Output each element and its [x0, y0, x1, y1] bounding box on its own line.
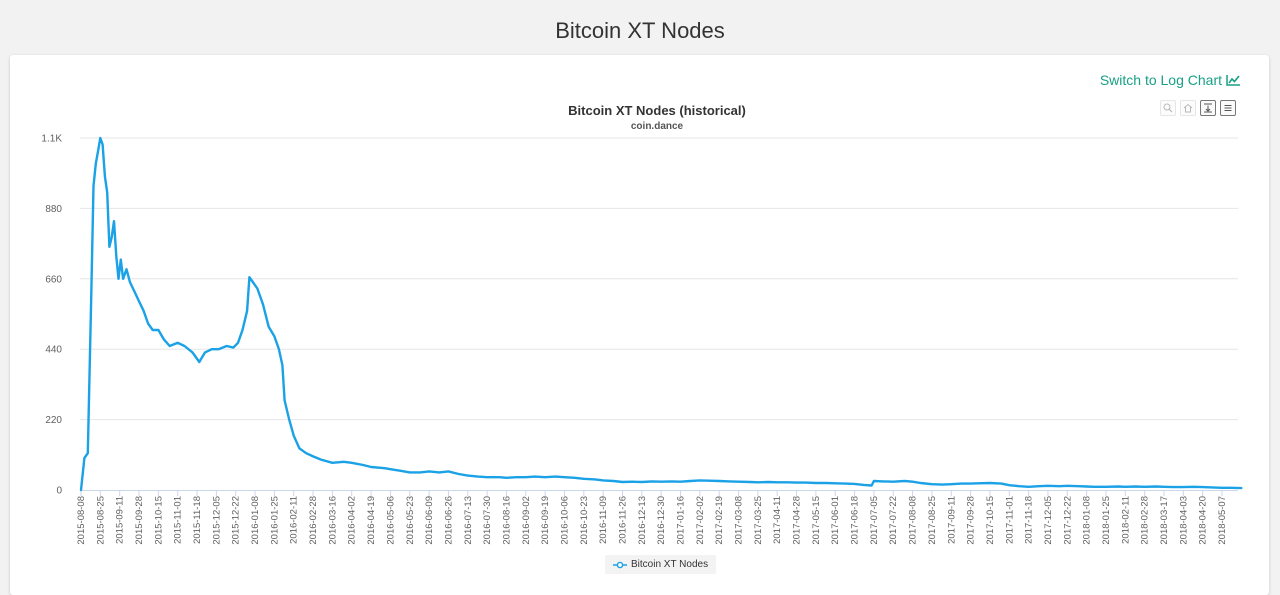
x-tick-label: 2018-02-28 [1140, 496, 1151, 545]
x-tick-label: 2017-07-05 [869, 496, 880, 545]
y-tick-label: 880 [45, 204, 62, 215]
legend-item[interactable]: Bitcoin XT Nodes [605, 555, 717, 574]
legend-marker-icon [613, 561, 627, 568]
x-tick-label: 2016-02-28 [308, 496, 319, 545]
x-tick-label: 2016-01-08 [250, 496, 261, 545]
x-tick-label: 2016-02-11 [289, 496, 300, 544]
x-tick-label: 2016-01-25 [269, 496, 280, 545]
chart-card: Switch to Log Chart [10, 55, 1269, 595]
switch-to-log-chart-link[interactable]: Switch to Log Chart [1100, 72, 1241, 88]
x-tick-label: 2017-08-08 [908, 496, 919, 545]
x-tick-label: 2017-01-16 [676, 496, 687, 545]
legend-label: Bitcoin XT Nodes [631, 559, 709, 570]
chart-subtitle: coin.dance [631, 121, 684, 132]
series-line[interactable] [79, 136, 1243, 492]
x-tick-label: 2017-04-11 [772, 496, 783, 544]
x-tick-label: 2017-02-19 [714, 496, 725, 545]
x-tick-label: 2018-04-03 [1178, 496, 1189, 545]
x-tick-label: 2018-02-11 [1120, 496, 1131, 544]
x-tick-label: 2017-12-22 [1062, 496, 1073, 545]
x-tick-label: 2016-09-19 [540, 496, 551, 545]
x-tick-label: 2018-01-25 [1101, 496, 1112, 545]
x-tick-label: 2017-08-25 [927, 496, 938, 545]
x-tick-label: 2017-09-28 [966, 496, 977, 545]
x-tick-label: 2017-11-01 [1004, 496, 1015, 544]
x-tick-label: 2015-08-08 [76, 496, 87, 545]
x-tick-label: 2017-02-02 [695, 496, 706, 545]
chart-title: Bitcoin XT Nodes (historical) [568, 103, 746, 118]
x-tick-label: 2016-07-30 [482, 496, 493, 545]
log-link-label: Switch to Log Chart [1099, 72, 1222, 88]
page-title: Bitcoin XT Nodes [555, 18, 725, 43]
zoom-icon [1163, 103, 1173, 113]
download-button[interactable] [1200, 100, 1216, 116]
x-tick-label: 2017-11-18 [1024, 496, 1035, 544]
x-tick-label: 2015-11-01 [173, 496, 184, 544]
x-tick-label: 2015-09-11 [115, 496, 126, 544]
x-tick-label: 2016-09-02 [521, 496, 532, 545]
x-tick-label: 2017-09-11 [946, 496, 957, 544]
y-tick-label: 220 [45, 415, 62, 426]
x-tick-label: 2018-01-08 [1082, 496, 1093, 545]
chart-toolbar [1160, 100, 1236, 116]
x-tick-label: 2016-05-23 [405, 496, 416, 545]
x-tick-label: 2015-12-05 [211, 496, 222, 545]
x-tick-label: 2018-03-17 [1159, 496, 1170, 545]
reset-zoom-button[interactable] [1180, 100, 1196, 116]
x-tick-label: 2015-12-22 [231, 496, 242, 545]
x-tick-label: 2016-03-16 [327, 496, 338, 545]
x-tick-label: 2016-10-23 [579, 496, 590, 545]
x-tick-label: 2018-05-07 [1217, 496, 1228, 545]
menu-button[interactable] [1220, 100, 1236, 116]
x-tick-label: 2016-04-02 [347, 496, 358, 545]
zoom-button[interactable] [1160, 100, 1176, 116]
x-tick-label: 2016-11-26 [617, 496, 628, 544]
x-tick-label: 2017-06-01 [830, 496, 841, 545]
y-tick-label: 0 [56, 486, 62, 497]
x-tick-label: 2017-03-25 [753, 496, 764, 545]
line-chart: Bitcoin XT Nodes (historical) coin.dance… [41, 103, 1243, 545]
x-tick-label: 2015-08-25 [95, 496, 106, 545]
x-tick-label: 2017-03-08 [734, 496, 745, 545]
x-tick-label: 2016-11-09 [598, 496, 609, 544]
x-tick-label: 2016-07-13 [463, 496, 474, 545]
x-tick-label: 2017-12-05 [1043, 496, 1054, 545]
download-icon [1204, 103, 1212, 113]
line-chart-icon [1226, 74, 1241, 86]
x-tick-label: 2017-04-28 [792, 496, 803, 545]
x-tick-label: 2017-05-15 [811, 496, 822, 545]
x-tick-label: 2016-12-13 [637, 496, 648, 545]
menu-icon [1224, 105, 1232, 111]
x-tick-label: 2016-06-09 [424, 496, 435, 545]
x-tick-label: 2015-10-15 [153, 496, 164, 545]
home-icon [1183, 103, 1193, 113]
x-tick-label: 2017-10-15 [985, 496, 996, 545]
x-tick-label: 2018-04-20 [1198, 496, 1209, 545]
x-tick-label: 2015-11-18 [192, 496, 203, 544]
y-tick-label: 1.1K [41, 134, 62, 145]
x-tick-label: 2016-06-26 [443, 496, 454, 545]
y-tick-label: 440 [45, 345, 62, 356]
x-tick-label: 2017-07-22 [888, 496, 899, 545]
x-tick-label: 2016-10-06 [559, 496, 570, 545]
y-tick-label: 660 [45, 274, 62, 285]
x-tick-label: 2015-09-28 [134, 496, 145, 545]
x-tick-label: 2016-08-16 [501, 496, 512, 545]
x-tick-label: 2016-12-30 [656, 496, 667, 545]
x-tick-label: 2016-04-19 [366, 496, 377, 545]
x-tick-label: 2017-06-18 [850, 496, 861, 545]
x-tick-label: 2016-05-06 [385, 496, 396, 545]
